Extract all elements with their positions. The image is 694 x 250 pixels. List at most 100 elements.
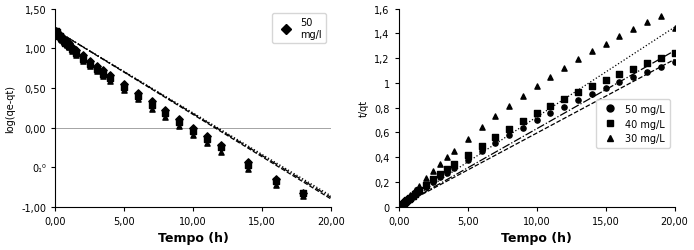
Point <box>655 57 666 61</box>
Point <box>476 126 487 130</box>
Point <box>174 117 185 121</box>
Point <box>504 104 515 108</box>
Point <box>61 41 72 45</box>
Point <box>407 191 418 195</box>
Point <box>119 89 130 93</box>
Point <box>133 94 144 98</box>
Point <box>57 39 68 43</box>
Point <box>160 109 171 113</box>
Point <box>407 195 418 199</box>
Point <box>57 38 68 42</box>
Point <box>586 50 598 54</box>
Point <box>434 172 446 176</box>
Point <box>394 204 405 208</box>
Point <box>405 193 416 197</box>
Point <box>84 60 95 64</box>
Point <box>215 144 226 148</box>
Point <box>669 61 680 65</box>
Point <box>476 150 487 154</box>
Point <box>600 87 611 91</box>
Point <box>201 135 212 139</box>
Legend: 50
mg/l: 50 mg/l <box>272 14 326 44</box>
Point <box>559 105 570 109</box>
Point <box>399 201 410 205</box>
Point <box>403 197 414 201</box>
Point <box>54 36 65 40</box>
Point <box>614 81 625 85</box>
Point <box>215 146 226 150</box>
Point <box>428 180 439 184</box>
Point <box>53 34 65 38</box>
Point <box>298 194 309 198</box>
Point <box>517 119 528 123</box>
Point <box>52 32 63 36</box>
Point <box>421 176 432 180</box>
Point <box>627 28 638 32</box>
Point <box>414 190 425 194</box>
Point <box>394 204 405 208</box>
Point <box>51 30 62 34</box>
Point <box>405 197 416 201</box>
Point <box>396 203 407 207</box>
Point <box>61 44 72 48</box>
Point <box>270 178 281 182</box>
Point <box>396 203 407 207</box>
X-axis label: Tempo (h): Tempo (h) <box>501 232 572 244</box>
Point <box>396 203 407 207</box>
Point <box>641 62 652 66</box>
Point <box>60 42 71 46</box>
Point <box>669 52 680 56</box>
Point <box>586 85 598 89</box>
Point <box>600 79 611 83</box>
Point <box>402 198 413 202</box>
Point <box>545 105 556 109</box>
Point <box>409 193 421 197</box>
X-axis label: Tempo (h): Tempo (h) <box>158 232 228 244</box>
Point <box>174 120 185 124</box>
Point <box>441 156 452 160</box>
Point <box>66 48 77 52</box>
Point <box>396 204 407 208</box>
Point <box>54 34 65 38</box>
Point <box>133 91 144 95</box>
Point <box>428 169 439 173</box>
Point <box>54 35 65 39</box>
Point <box>58 41 69 45</box>
Y-axis label: t/qt: t/qt <box>359 100 369 117</box>
Point <box>414 188 425 192</box>
Point <box>397 202 408 206</box>
Point <box>63 45 74 49</box>
Point <box>53 34 65 38</box>
Point <box>98 72 109 76</box>
Point <box>405 196 416 200</box>
Point <box>51 31 62 35</box>
Point <box>70 53 81 57</box>
Point <box>395 204 406 208</box>
Point <box>53 34 64 38</box>
Point <box>414 184 425 188</box>
Point <box>57 37 68 41</box>
Point <box>50 30 61 34</box>
Point <box>531 119 542 123</box>
Point <box>51 30 62 34</box>
Point <box>409 192 421 196</box>
Point <box>434 162 446 166</box>
Point <box>559 98 570 102</box>
Point <box>627 76 638 80</box>
Point <box>298 191 309 195</box>
Point <box>56 38 67 42</box>
Point <box>421 186 432 190</box>
Point <box>394 205 405 209</box>
Point <box>441 171 452 175</box>
Point <box>160 116 171 120</box>
Point <box>476 144 487 148</box>
Point <box>187 133 198 137</box>
Point <box>51 30 62 34</box>
Point <box>545 112 556 116</box>
Point <box>490 141 501 145</box>
Point <box>58 38 69 42</box>
Point <box>270 180 281 184</box>
Point <box>655 15 666 19</box>
Point <box>61 43 72 47</box>
Point <box>407 194 418 198</box>
